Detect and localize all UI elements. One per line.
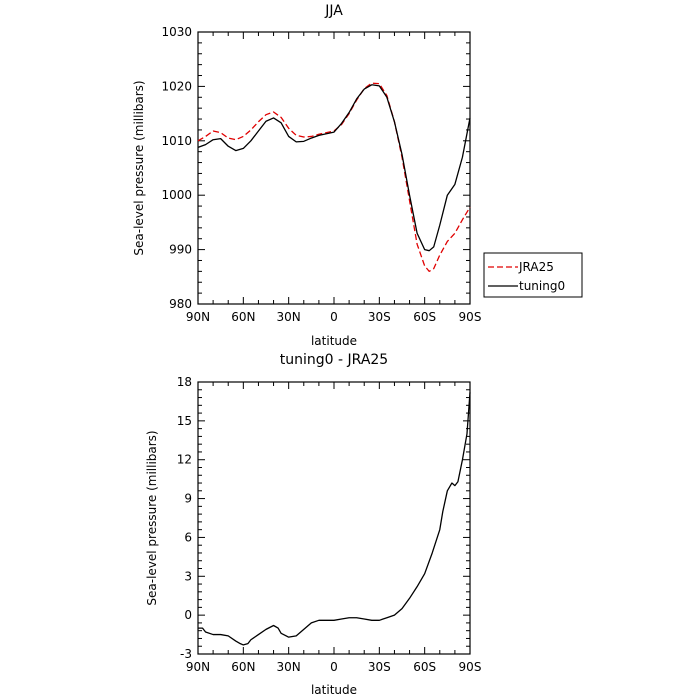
bottom-ytick-label-0: -3 — [180, 647, 192, 661]
top-xtick-label-2: 30N — [277, 310, 301, 324]
chart-top-frame — [197, 31, 471, 305]
legend-label-tuning0: tuning0 — [519, 279, 565, 293]
top-xtick-label-0: 90N — [186, 310, 210, 324]
chart-top: JJA 90N 60N 30N 0 30S 60S 90S 980 990 1000 1010 102… — [132, 3, 583, 348]
chart-top-xlabel: latitude — [311, 334, 357, 348]
top-series-line-jra25 — [197, 82, 471, 273]
bottom-xtick-label-1: 60N — [231, 660, 255, 674]
top-xtick-label-3: 0 — [330, 310, 338, 324]
chart-top-ticks: 90N 60N 30N 0 30S 60S 90S 980 990 1000 1010 1020 103… — [161, 25, 481, 324]
top-xtick-label-1: 60N — [231, 310, 255, 324]
chart-bottom-lines — [198, 392, 471, 646]
top-ytick-label-2: 1000 — [161, 188, 192, 202]
chart-bottom: tuning0 - JRA25 90N 60N 30N 0 30S 60S 90S -3 0 3 6… — [145, 352, 481, 697]
chart-top-ylabel: Sea-level pressure (millibars) — [132, 80, 146, 255]
bottom-xtick-label-4: 30S — [368, 660, 391, 674]
top-xtick-label-4: 30S — [368, 310, 391, 324]
bottom-ytick-label-6: 15 — [177, 414, 192, 428]
legend-box — [483, 252, 583, 298]
bottom-xtick-label-0: 90N — [186, 660, 210, 674]
chart-top-title: JJA — [324, 3, 343, 19]
bottom-ytick-label-2: 3 — [184, 569, 192, 583]
top-xtick-label-6: 90S — [459, 310, 482, 324]
chart-bottom-ylabel: Sea-level pressure (millibars) — [145, 430, 159, 605]
top-xtick-label-5: 60S — [413, 310, 436, 324]
chart-bottom-title: tuning0 - JRA25 — [280, 352, 388, 368]
bottom-ytick-label-5: 12 — [177, 453, 192, 467]
bottom-series-line-0 — [198, 392, 471, 646]
chart-bottom-frame — [197, 381, 471, 655]
bottom-xtick-label-2: 30N — [277, 660, 301, 674]
chart-bottom-ticks: 90N 60N 30N 0 30S 60S 90S -3 0 3 6 9 12 15 18 — [177, 375, 482, 674]
chart-bottom-xlabel: latitude — [311, 683, 357, 697]
top-ytick-label-1: 990 — [169, 243, 192, 257]
bottom-ytick-label-1: 0 — [184, 608, 192, 622]
bottom-ytick-label-3: 6 — [184, 530, 192, 544]
top-ytick-label-5: 1030 — [161, 25, 192, 39]
bottom-xtick-label-3: 0 — [330, 660, 338, 674]
top-ytick-label-4: 1020 — [161, 79, 192, 93]
chart-top-lines — [197, 82, 471, 273]
bottom-ytick-label-7: 18 — [177, 375, 192, 389]
chart-top-legend: JRA25 tuning0 — [483, 252, 583, 298]
top-ytick-label-0: 980 — [169, 297, 192, 311]
bottom-xtick-label-5: 60S — [413, 660, 436, 674]
bottom-xtick-label-6: 90S — [459, 660, 482, 674]
bottom-ytick-label-4: 9 — [184, 492, 192, 506]
top-ytick-label-3: 1010 — [161, 134, 192, 148]
top-series-line-tuning0 — [197, 84, 471, 252]
legend-label-jra25: JRA25 — [518, 260, 554, 274]
